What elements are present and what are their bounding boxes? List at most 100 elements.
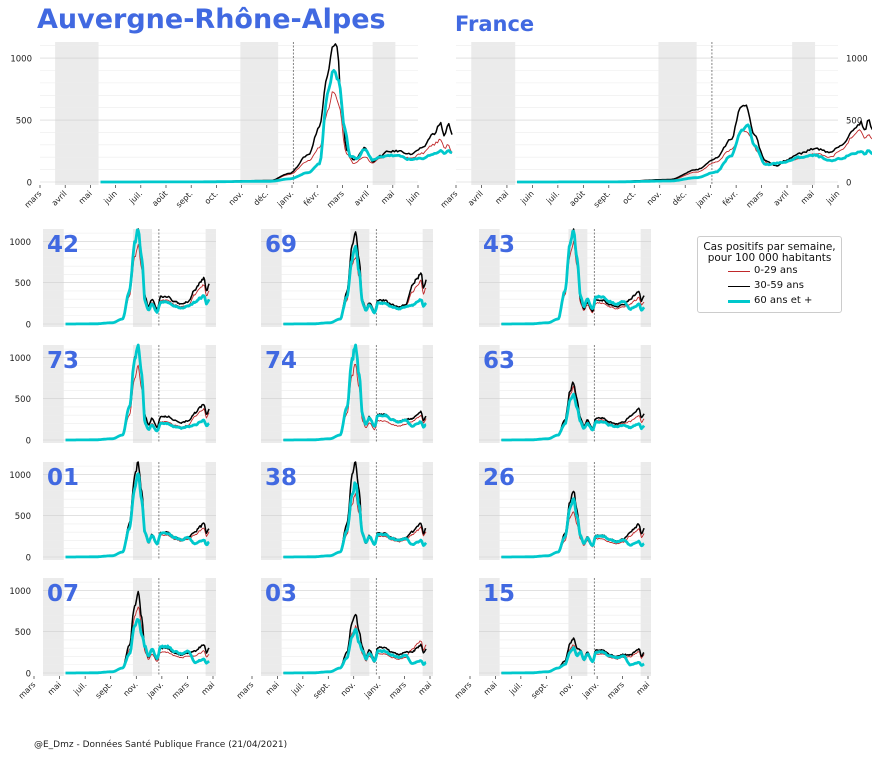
legend-title: Cas positifs par semaine, pour 100 000 h… (698, 242, 841, 264)
shade-period-2 (372, 42, 396, 185)
x-tick-label: févr. (720, 188, 740, 208)
x-tick-label: juil. (127, 189, 144, 206)
series-line-2 (65, 343, 210, 442)
y-tick-label: 500 (15, 279, 31, 289)
shade-period-0 (55, 42, 99, 185)
y-tick-label: 0 (26, 321, 31, 331)
shade-period-1 (658, 42, 697, 185)
x-tick-label: avril (772, 189, 791, 208)
x-tick-label: déc. (251, 188, 270, 207)
x-tick-label: juin (518, 189, 535, 206)
x-tick-label: juin (404, 189, 421, 206)
series-line-2 (282, 481, 428, 559)
department-label: 01 (47, 465, 79, 491)
department-panel-69: 69 (261, 229, 433, 327)
shade-period-0 (471, 42, 516, 185)
department-panel-63: 63 (479, 345, 651, 443)
shade-period-0 (261, 462, 282, 560)
x-tick-label: avril (50, 189, 69, 208)
legend-swatch-senior (728, 300, 750, 303)
x-tick-label: sept. (94, 680, 114, 700)
x-tick-label: mars (453, 680, 474, 701)
x-tick-label: nov. (227, 189, 245, 207)
department-panel-38: 38 (261, 461, 433, 560)
legend-label-middle: 30-59 ans (754, 280, 804, 291)
shade-period-0 (43, 345, 64, 443)
department-panel-73: 0 500 1000 73 (9, 343, 216, 447)
series-line-2 (100, 69, 453, 184)
x-tick-label: sept. (529, 680, 549, 700)
series-line-2 (282, 244, 428, 326)
y-tick-label: 500 (16, 117, 32, 127)
series-line-2 (500, 392, 646, 442)
x-tick-label: sept. (311, 680, 331, 700)
x-tick-label: janv. (275, 189, 295, 209)
series-line-2 (65, 472, 210, 559)
legend-swatch-middle (728, 286, 750, 287)
x-tick-label: juil. (71, 680, 88, 697)
series-line-2 (517, 123, 872, 184)
shade-period-2 (640, 345, 651, 443)
x-tick-label: mai (634, 680, 651, 697)
x-tick-label: mars (387, 680, 408, 701)
y-tick-label: 1000 (9, 587, 31, 597)
x-tick-label: nov. (557, 680, 575, 698)
x-tick-label: août (568, 189, 587, 208)
x-tick-label: janv. (362, 680, 382, 700)
y-tick-label: 500 (846, 117, 862, 127)
department-panel-01: 0 500 1000 01 (9, 461, 216, 564)
y-tick-label: 0 (846, 179, 851, 189)
shade-period-0 (261, 578, 282, 676)
shade-period-0 (43, 462, 64, 560)
region-title: Auvergne-Rhône-Alpes (37, 4, 386, 35)
department-panel-43: 43 (479, 228, 651, 327)
series-line-2 (282, 343, 427, 442)
x-tick-label: janv. (145, 680, 165, 700)
shade-period-1 (568, 578, 588, 676)
department-panel-26: 26 (479, 462, 651, 560)
x-tick-label: mars (23, 189, 44, 210)
legend-swatch-young (728, 271, 750, 272)
y-tick-label: 500 (15, 395, 31, 405)
legend-label-senior: 60 ans et + (754, 295, 813, 306)
x-tick-label: mai (199, 680, 216, 697)
y-tick-label: 0 (26, 437, 31, 447)
department-label: 74 (265, 348, 297, 374)
department-label: 63 (483, 348, 515, 374)
x-tick-label: avril (352, 189, 371, 208)
y-tick-label: 1000 (10, 55, 32, 65)
legend-item-senior: 60 ans et + (698, 294, 841, 309)
x-tick-label: janv. (694, 189, 714, 209)
y-tick-label: 1000 (9, 354, 31, 364)
shade-period-0 (479, 345, 500, 443)
department-label: 15 (483, 581, 515, 607)
y-tick-label: 0 (26, 554, 31, 564)
x-tick-label: mai (493, 189, 510, 206)
x-tick-label: mai (799, 189, 816, 206)
x-tick-label: mai (264, 680, 281, 697)
shade-period-0 (261, 345, 282, 443)
x-tick-label: oct. (621, 189, 638, 206)
x-tick-label: mai (379, 189, 396, 206)
department-label: 03 (265, 581, 297, 607)
shade-period-2 (640, 462, 651, 560)
shade-period-2 (205, 229, 216, 327)
shade-period-2 (205, 462, 216, 560)
x-tick-label: mai (482, 680, 499, 697)
series-line-2 (65, 228, 211, 326)
source-footer: @E_Dmz - Données Santé Publique France (… (34, 740, 288, 750)
x-tick-label: mai (46, 680, 63, 697)
department-label: 07 (47, 581, 79, 607)
x-tick-label: nov. (645, 189, 663, 207)
x-tick-label: juin (102, 189, 119, 206)
series-line-2 (65, 618, 210, 675)
y-tick-label: 1000 (9, 238, 31, 248)
department-label: 26 (483, 465, 515, 491)
shade-period-0 (479, 229, 500, 327)
